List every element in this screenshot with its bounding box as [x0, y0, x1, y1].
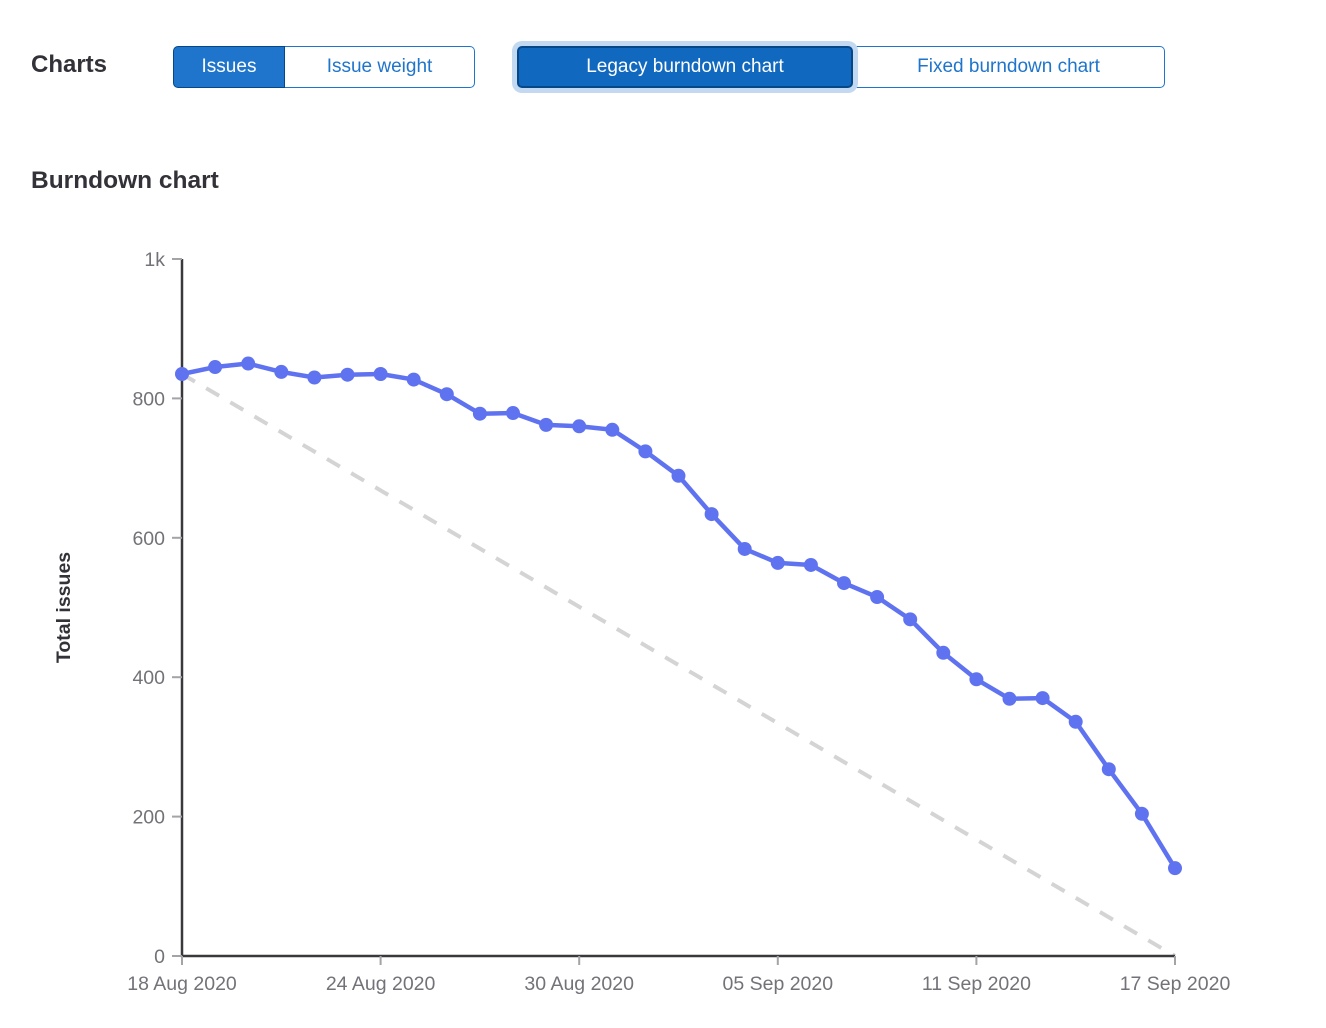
x-tick-label: 24 Aug 2020 — [326, 973, 436, 995]
data-point — [1035, 691, 1050, 706]
data-point — [241, 356, 256, 371]
y-tick-label: 0 — [154, 946, 165, 968]
data-point — [506, 406, 520, 421]
data-point — [439, 387, 454, 402]
data-point — [406, 372, 421, 387]
y-tick-label: 400 — [132, 667, 165, 689]
data-point — [837, 576, 851, 591]
data-point — [373, 367, 388, 382]
data-point — [1134, 806, 1149, 821]
metric-toggle-group: Issues Issue weight — [173, 46, 475, 88]
y-axis-title: Total issues — [53, 552, 75, 663]
ideal-guideline — [180, 372, 1177, 958]
data-point — [340, 367, 355, 382]
data-point — [1168, 861, 1182, 876]
y-tick-label: 1k — [144, 249, 165, 271]
x-tick-label: 18 Aug 2020 — [127, 973, 237, 995]
data-point — [605, 422, 620, 437]
data-point — [737, 541, 752, 556]
legacy-burndown-chart-button[interactable]: Legacy burndown chart — [517, 46, 853, 88]
y-tick-label: 200 — [132, 807, 165, 829]
data-point — [1068, 714, 1083, 729]
chart-type-toggle-group: Legacy burndown chart Fixed burndown cha… — [517, 46, 1165, 88]
data-point — [307, 370, 322, 385]
x-tick-label: 17 Sep 2020 — [1120, 973, 1231, 995]
data-point — [572, 419, 587, 434]
data-point — [175, 367, 189, 382]
x-tick-label: 11 Sep 2020 — [922, 973, 1031, 995]
fixed-burndown-chart-button[interactable]: Fixed burndown chart — [853, 46, 1165, 88]
data-point — [671, 468, 686, 483]
data-point — [274, 364, 289, 379]
data-point — [803, 557, 818, 572]
data-point — [704, 507, 719, 522]
data-point — [208, 360, 223, 375]
issues-toggle-button[interactable]: Issues — [173, 46, 285, 88]
y-tick-label: 800 — [132, 388, 165, 410]
data-point — [870, 590, 885, 605]
data-point — [969, 672, 984, 687]
data-point — [903, 612, 918, 627]
x-tick-label: 05 Sep 2020 — [722, 973, 833, 995]
x-tick-label: 30 Aug 2020 — [524, 973, 634, 995]
burndown-line — [179, 361, 1178, 871]
data-point — [936, 645, 951, 660]
data-point — [638, 444, 653, 459]
issue-weight-toggle-button[interactable]: Issue weight — [285, 46, 475, 88]
axes — [180, 259, 1175, 958]
charts-heading: Charts — [31, 51, 108, 78]
burndown-chart-title: Burndown chart — [31, 167, 219, 194]
data-point — [770, 555, 785, 570]
y-tick-label: 600 — [132, 528, 165, 550]
data-point — [1101, 762, 1116, 777]
data-point — [539, 417, 554, 432]
data-point — [1002, 691, 1017, 706]
data-point — [472, 406, 487, 421]
